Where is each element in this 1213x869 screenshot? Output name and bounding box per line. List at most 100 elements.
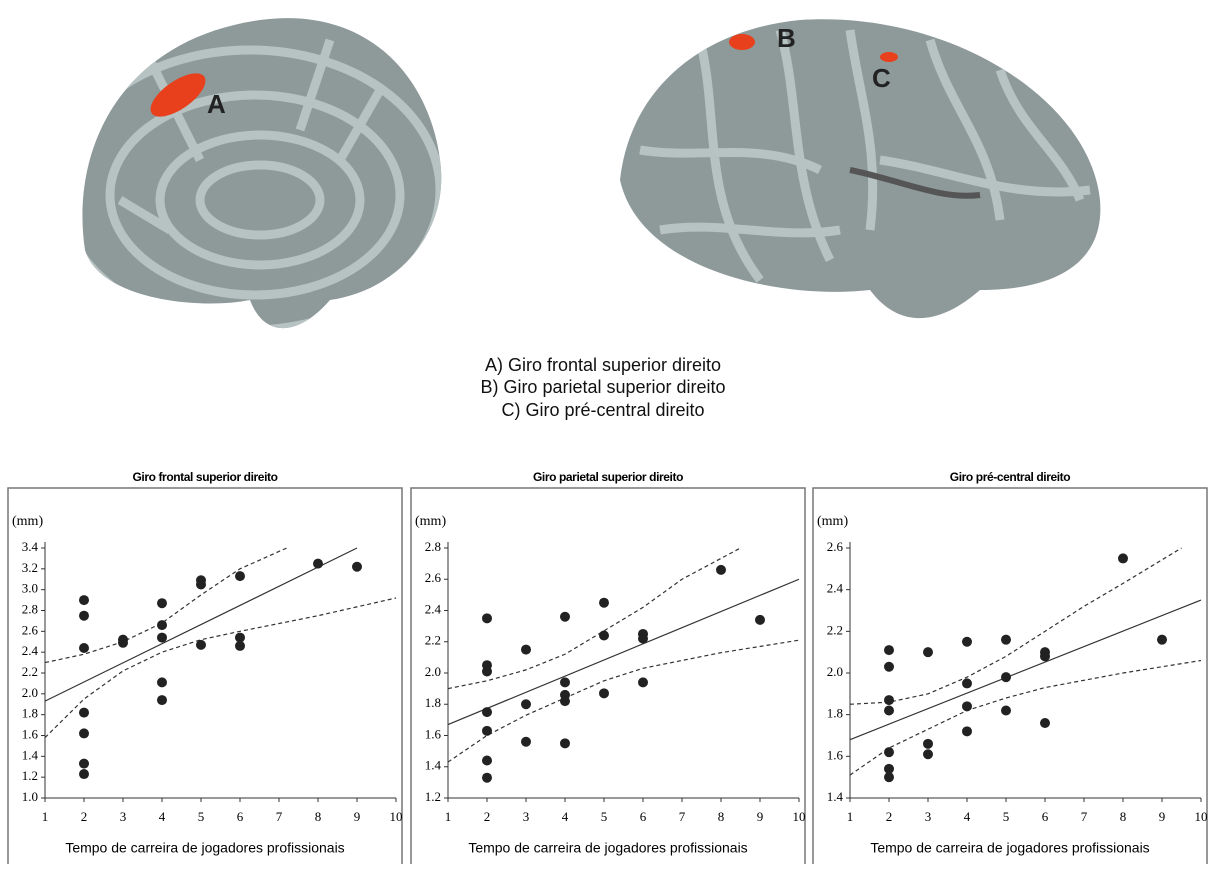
y-tick-label: 1.8 xyxy=(22,706,38,721)
x-tick-label: 3 xyxy=(120,809,127,824)
x-tick-label: 7 xyxy=(276,809,283,824)
point xyxy=(313,559,323,569)
point xyxy=(923,647,933,657)
y-tick-label: 2.8 xyxy=(425,539,441,554)
point xyxy=(157,598,167,608)
x-axis-label: Tempo de carreira de jogadores profissio… xyxy=(65,840,344,856)
x-tick-label: 2 xyxy=(886,809,893,824)
point xyxy=(482,773,492,783)
point xyxy=(560,696,570,706)
x-tick-label: 8 xyxy=(315,809,322,824)
y-tick-label: 3.4 xyxy=(22,539,39,554)
point xyxy=(923,749,933,759)
region-label: A xyxy=(207,89,226,119)
point xyxy=(923,739,933,749)
x-tick-label: 5 xyxy=(1003,809,1010,824)
x-tick-label: 5 xyxy=(601,809,608,824)
point xyxy=(79,759,89,769)
point xyxy=(884,695,894,705)
x-tick-label: 2 xyxy=(81,809,88,824)
chart-title: Giro frontal superior direito xyxy=(132,470,277,484)
y-tick-label: 1.0 xyxy=(22,789,38,804)
y-tick-label: 2.8 xyxy=(22,601,38,616)
point xyxy=(521,737,531,747)
x-tick-label: 6 xyxy=(640,809,647,824)
point xyxy=(482,726,492,736)
x-tick-label: 6 xyxy=(237,809,244,824)
region-label: B xyxy=(777,23,796,53)
y-axis-label: (mm) xyxy=(12,514,43,529)
point xyxy=(482,707,492,717)
fit-line xyxy=(850,600,1201,740)
x-tick-label: 1 xyxy=(42,809,49,824)
legend-line: B) Giro parietal superior direito xyxy=(480,377,725,397)
point xyxy=(157,633,167,643)
point xyxy=(196,640,206,650)
point xyxy=(79,595,89,605)
y-tick-label: 2.2 xyxy=(22,664,38,679)
point xyxy=(599,688,609,698)
chart-title: Giro pré-central direito xyxy=(950,470,1070,484)
legend-line: C) Giro pré-central direito xyxy=(501,400,704,420)
x-tick-label: 4 xyxy=(964,809,971,824)
x-tick-label: 4 xyxy=(562,809,569,824)
x-tick-label: 9 xyxy=(354,809,361,824)
x-tick-label: 7 xyxy=(679,809,686,824)
x-tick-label: 1 xyxy=(445,809,452,824)
y-tick-label: 2.6 xyxy=(827,539,844,554)
point xyxy=(482,756,492,766)
point xyxy=(884,706,894,716)
x-tick-label: 10 xyxy=(1195,809,1208,824)
point xyxy=(482,613,492,623)
point xyxy=(962,678,972,688)
point xyxy=(560,612,570,622)
y-axis-label: (mm) xyxy=(415,514,446,529)
point xyxy=(1001,672,1011,682)
y-tick-label: 1.4 xyxy=(22,747,39,762)
y-tick-label: 2.2 xyxy=(425,633,441,648)
y-tick-label: 2.4 xyxy=(22,643,39,658)
y-tick-label: 2.0 xyxy=(425,664,441,679)
panel-frame xyxy=(411,488,805,864)
y-tick-label: 1.8 xyxy=(425,695,441,710)
fit-line xyxy=(448,579,799,724)
x-tick-label: 5 xyxy=(198,809,205,824)
y-tick-label: 1.6 xyxy=(425,726,442,741)
point xyxy=(1040,651,1050,661)
x-tick-label: 6 xyxy=(1042,809,1049,824)
point xyxy=(79,611,89,621)
y-tick-label: 3.0 xyxy=(22,581,38,596)
point xyxy=(235,571,245,581)
x-tick-label: 10 xyxy=(390,809,403,824)
x-tick-label: 8 xyxy=(718,809,725,824)
point xyxy=(962,701,972,711)
point xyxy=(79,769,89,779)
y-tick-label: 2.4 xyxy=(425,601,442,616)
confidence-upper xyxy=(850,548,1182,704)
y-tick-label: 1.2 xyxy=(425,789,441,804)
y-tick-label: 1.4 xyxy=(827,789,844,804)
point xyxy=(560,677,570,687)
x-axis-label: Tempo de carreira de jogadores profissio… xyxy=(870,840,1149,856)
confidence-lower xyxy=(448,640,799,762)
point xyxy=(962,726,972,736)
point xyxy=(157,695,167,705)
figure: A B C A) Giro frontal superior direito B… xyxy=(0,0,1213,864)
y-tick-label: 2.0 xyxy=(827,664,843,679)
x-axis-label: Tempo de carreira de jogadores profissio… xyxy=(468,840,747,856)
point xyxy=(1001,706,1011,716)
y-tick-label: 2.6 xyxy=(22,622,39,637)
y-tick-label: 1.6 xyxy=(827,747,844,762)
y-axis-label: (mm) xyxy=(817,514,848,529)
point xyxy=(521,645,531,655)
point xyxy=(1157,635,1167,645)
x-tick-label: 1 xyxy=(847,809,854,824)
point xyxy=(1040,718,1050,728)
y-tick-label: 2.6 xyxy=(425,570,442,585)
point xyxy=(638,634,648,644)
point xyxy=(352,562,362,572)
x-tick-label: 3 xyxy=(925,809,932,824)
point xyxy=(884,662,894,672)
legend-line: A) Giro frontal superior direito xyxy=(485,355,721,375)
point xyxy=(521,699,531,709)
